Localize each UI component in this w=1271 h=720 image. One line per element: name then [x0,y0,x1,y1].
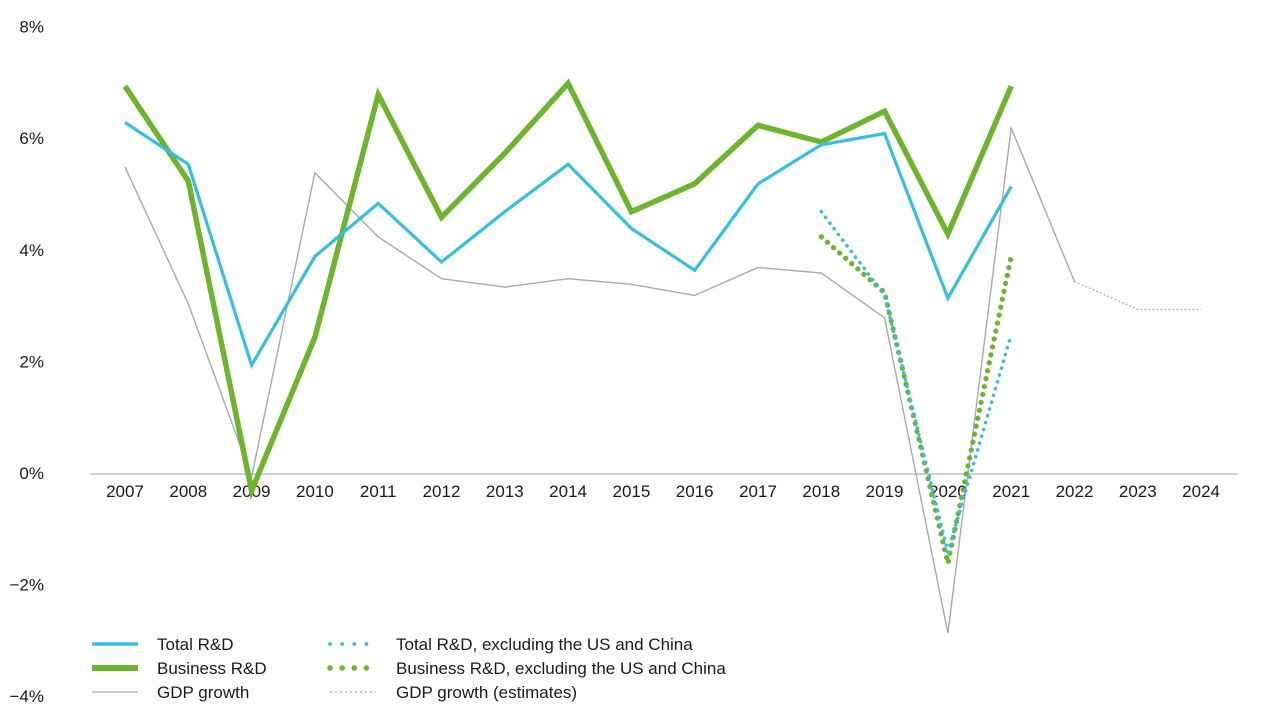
x-tick-label: 2015 [612,482,650,501]
series-line [124,121,1013,370]
series-layer [122,78,1202,634]
y-tick-label: 4% [19,241,44,260]
legend-item: Business R&D, excluding the US and China [327,659,726,678]
y-tick-label: −4% [10,687,45,706]
x-tick-label: 2010 [296,482,334,501]
legend-label: Business R&D [157,659,267,678]
x-tick-label: 2008 [169,482,207,501]
legend-label: Total R&D, excluding the US and China [396,635,693,654]
x-tick-label: 2022 [1056,482,1094,501]
series-4 [818,234,1014,564]
x-tick-label: 2023 [1119,482,1157,501]
legend-item: GDP growth (estimates) [330,683,577,702]
legend-item: Business R&D [92,659,267,678]
legend: Total R&D Business R&D GDP growth Total R&D… [92,635,726,702]
y-axis-ticks: 8% 6% 4% 2% 0% −2% −4% [10,18,45,707]
legend-label: GDP growth (estimates) [396,683,577,702]
y-tick-label: 0% [19,464,44,483]
series-line [818,234,1014,564]
x-tick-label: 2011 [360,482,397,501]
legend-item: GDP growth [92,683,249,702]
x-tick-label: 2020 [929,482,967,501]
x-tick-label: 2014 [549,482,587,501]
x-tick-label: 2018 [802,482,840,501]
y-tick-label: 6% [19,129,44,148]
series-1 [122,78,1014,501]
y-tick-label: 2% [19,352,44,371]
x-tick-label: 2021 [992,482,1030,501]
series-line [124,125,1076,634]
legend-label: GDP growth [157,683,249,702]
y-tick-label: 8% [19,18,44,37]
series-2 [124,125,1076,634]
series-5 [1074,280,1202,311]
x-tick-label: 2012 [423,482,461,501]
y-tick-label: −2% [10,576,45,595]
series-line [819,209,1014,560]
x-tick-label: 2016 [676,482,714,501]
legend-item: Total R&D, excluding the US and China [328,635,693,654]
legend-label: Business R&D, excluding the US and China [396,659,726,678]
x-tick-label: 2007 [106,482,144,501]
series-0 [124,121,1013,370]
x-tick-label: 2019 [866,482,904,501]
x-tick-label: 2013 [486,482,524,501]
series-line [122,78,1014,501]
series-3 [819,209,1014,560]
x-tick-label: 2024 [1182,482,1220,501]
x-tick-label: 2017 [739,482,777,501]
x-axis-ticks: 2007 2008 2009 2010 2011 2012 2013 2014 2015 2016… [106,482,1220,501]
legend-item: Total R&D [92,635,234,654]
legend-label: Total R&D [157,635,234,654]
series-line [1074,280,1202,311]
